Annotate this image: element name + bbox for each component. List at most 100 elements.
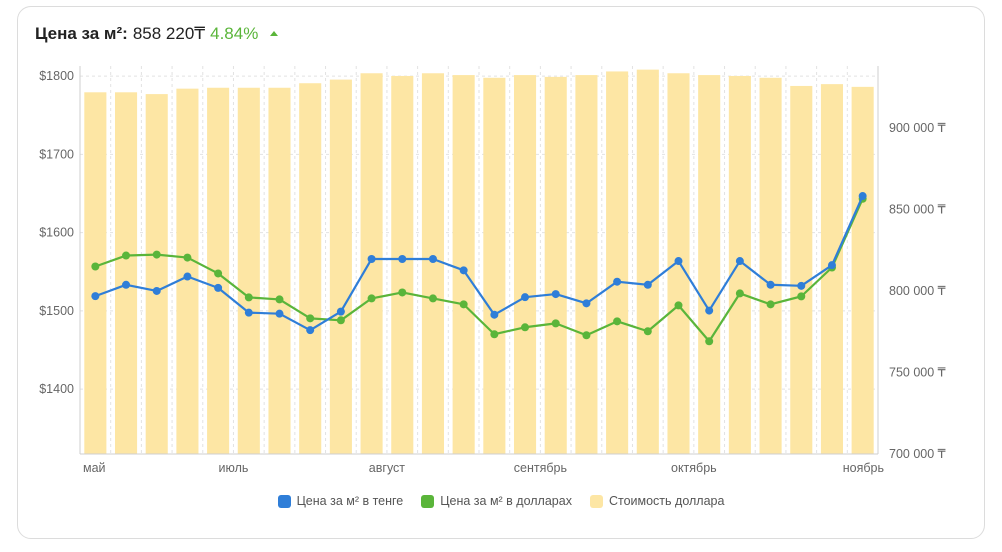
tenge-point xyxy=(613,277,622,286)
x-tick-label: ноябрь xyxy=(843,461,884,475)
bar xyxy=(114,92,138,454)
x-tick-label: июль xyxy=(219,461,249,475)
tenge-point xyxy=(244,308,253,317)
usd-point xyxy=(91,262,100,271)
bar xyxy=(544,76,567,454)
usd-point xyxy=(797,292,806,301)
usd-point xyxy=(244,293,253,302)
right-tick-label: 900 000 ₸ xyxy=(889,121,947,135)
axes xyxy=(79,66,879,455)
tenge-point xyxy=(827,261,836,270)
tenge-point xyxy=(275,309,284,318)
usd-point xyxy=(490,330,499,339)
left-tick-label: $1700 xyxy=(39,147,74,161)
bar xyxy=(176,88,199,455)
right-tick-label: 800 000 ₸ xyxy=(889,284,947,298)
left-tick-label: $1600 xyxy=(39,226,74,240)
chart-header: Цена за м²: 858 220₸ 4.84% xyxy=(35,24,279,44)
usd-point xyxy=(336,316,345,325)
usd-point xyxy=(766,300,775,309)
tenge-point xyxy=(367,254,376,263)
bar xyxy=(84,92,107,454)
legend-item-dollar-rate[interactable]: Стоимость доллара xyxy=(589,494,725,508)
tenge-point xyxy=(183,272,192,281)
price-lines xyxy=(91,192,867,346)
right-tick-label: 750 000 ₸ xyxy=(889,365,947,379)
tenge-point xyxy=(91,292,100,301)
x-tick-label: август xyxy=(369,461,406,475)
bar xyxy=(606,71,629,454)
tenge-point xyxy=(766,280,775,289)
bar xyxy=(483,77,506,455)
tenge-point xyxy=(551,290,560,299)
tenge-point xyxy=(674,257,683,266)
grid-lines xyxy=(79,66,879,454)
bar xyxy=(145,94,168,454)
tenge-point xyxy=(428,254,437,263)
price-value: 858 220₸ xyxy=(132,24,206,43)
x-tick-label: сентябрь xyxy=(514,461,567,475)
bar xyxy=(790,85,813,455)
usd-point xyxy=(735,289,744,298)
legend-swatch-dollar-rate xyxy=(589,494,603,508)
bar xyxy=(360,73,383,455)
usd-price-line xyxy=(94,198,864,343)
bar xyxy=(851,86,874,454)
legend-item-usd[interactable]: Цена за м² в долларах xyxy=(421,494,572,508)
left-tick-label: $1400 xyxy=(39,382,74,396)
bar xyxy=(698,75,721,454)
tenge-point xyxy=(705,306,714,315)
bar xyxy=(391,75,414,455)
tenge-point xyxy=(735,257,744,266)
usd-point xyxy=(551,319,560,328)
tenge-point xyxy=(214,283,223,292)
usd-point xyxy=(705,337,714,346)
usd-point xyxy=(367,294,376,303)
tenge-point xyxy=(459,266,468,275)
bar xyxy=(759,77,782,455)
tenge-point xyxy=(582,299,591,308)
usd-point xyxy=(398,288,407,297)
usd-point xyxy=(674,301,683,310)
price-label: Цена за м²: xyxy=(35,24,128,43)
right-tick-label: 850 000 ₸ xyxy=(889,202,947,216)
legend-label-tenge: Цена за м² в тенге xyxy=(296,494,404,508)
usd-point xyxy=(521,323,530,332)
bar xyxy=(237,87,260,454)
tenge-point xyxy=(643,280,652,289)
usd-point xyxy=(306,314,315,323)
bar xyxy=(636,69,659,455)
tenge-point xyxy=(398,254,407,263)
tenge-point xyxy=(122,280,131,289)
legend-item-tenge[interactable]: Цена за м² в тенге xyxy=(277,494,404,508)
tenge-point xyxy=(521,293,530,302)
usd-point xyxy=(582,331,591,340)
usd-point xyxy=(183,253,192,262)
usd-point xyxy=(643,327,652,336)
usd-point xyxy=(152,250,161,259)
tenge-point xyxy=(490,310,499,319)
usd-point xyxy=(275,295,284,304)
legend: Цена за м² в тенге Цена за м² в долларах… xyxy=(0,494,1002,508)
axis-labels: $1400 $1500 $1600 $1700 $1800 700 000 ₸ 750 00… xyxy=(39,69,946,475)
tenge-point xyxy=(858,192,867,201)
bar xyxy=(452,75,475,454)
tenge-price-line xyxy=(94,195,864,332)
x-tick-label: октябрь xyxy=(671,461,717,475)
triangle-up-icon xyxy=(270,30,279,36)
usd-point xyxy=(459,300,468,309)
tenge-point xyxy=(336,307,345,316)
bar xyxy=(575,75,598,454)
usd-point xyxy=(122,251,131,260)
bar xyxy=(268,87,291,454)
legend-label-usd: Цена за м² в долларах xyxy=(440,494,572,508)
usd-point xyxy=(214,269,223,278)
legend-swatch-usd xyxy=(421,494,435,508)
legend-label-dollar-rate: Стоимость доллара xyxy=(608,494,725,508)
bar xyxy=(299,83,322,454)
tenge-point xyxy=(306,326,315,335)
legend-swatch-tenge xyxy=(277,494,291,508)
x-tick-label: май xyxy=(83,461,106,475)
bar xyxy=(329,79,352,454)
